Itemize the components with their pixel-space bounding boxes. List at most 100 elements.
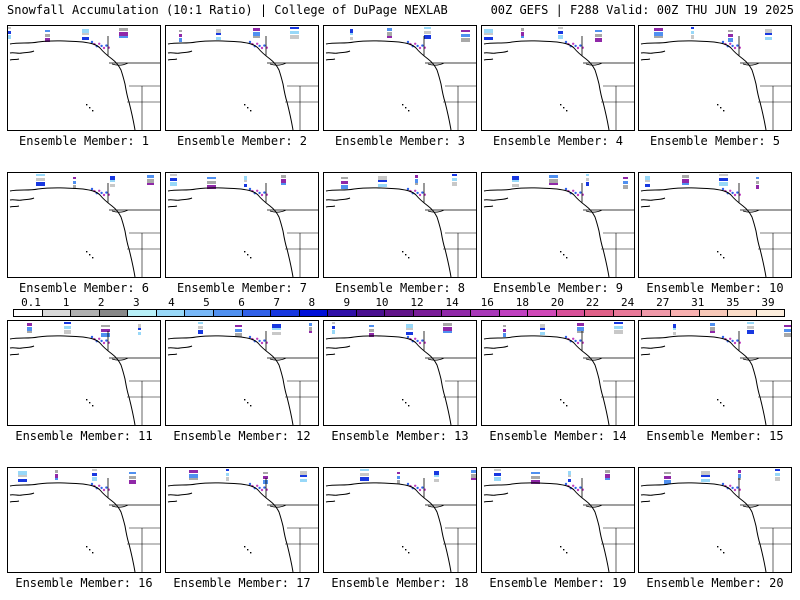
hawaii-island [89,107,91,109]
snow-shading [461,34,470,37]
map-outline [423,478,476,508]
snow-shading [263,339,266,342]
map-outline [285,527,318,572]
snow-shading [558,27,563,29]
snow-shading [90,187,94,191]
snow-shading [568,475,571,477]
map-outline [483,40,610,130]
hawaii-island [723,257,725,259]
ensemble-panel [638,320,792,426]
map-outline [758,380,791,425]
snow-shading [494,473,501,476]
map-outline [9,345,35,356]
snow-shading [216,29,221,33]
snow-shading [64,330,71,334]
hawaii-island [566,405,568,407]
snow-shading [736,44,739,47]
snow-shading [673,328,676,330]
snow-shading [572,337,575,340]
map-outline [107,478,160,508]
snow-shading [101,325,110,327]
map-outline [758,232,791,277]
snow-shading [258,44,261,48]
snow-shading [574,486,577,490]
colorbar-tick: 22 [585,296,600,309]
hawaii-island [92,405,94,407]
snow-shading [572,189,575,192]
snow-shading [102,193,106,197]
map-outline [483,345,509,356]
colorbar-tick: 18 [515,296,529,309]
snow-shading [45,30,50,32]
snow-shading [784,329,791,332]
snow-shading [494,469,501,471]
snow-shading [170,174,177,176]
snow-shading [775,469,780,471]
snow-shading [701,471,710,475]
snow-shading [654,28,663,31]
snow-shading [471,470,476,473]
hawaii-island [402,546,404,548]
map-outline [9,187,136,277]
map-outline [167,187,294,277]
snow-shading [378,184,387,187]
hawaii-island [250,257,252,259]
snow-shading [512,184,519,187]
snow-shading [129,480,136,484]
ensemble-member-label: Ensemble Member: 8 [334,281,466,295]
snow-shading [691,35,694,39]
snow-shading [682,175,689,178]
colorbar-swatch [42,310,72,316]
snow-shading [623,181,628,184]
snow-shading [101,333,110,337]
snow-shading [673,324,676,328]
hawaii-island [717,104,719,106]
ensemble-member-label: Ensemble Member: 1 [18,134,150,148]
snow-shading [756,185,759,189]
snow-shading [443,331,452,333]
snow-shading [733,488,737,492]
map-outline [581,331,634,361]
map-outline [325,482,452,572]
snow-shading [73,177,76,179]
ensemble-map [9,174,160,277]
ensemble-map [167,27,318,130]
snow-shading [729,337,732,340]
snow-shading [189,474,198,478]
map-outline [443,380,476,425]
map-outline [443,232,476,277]
snow-shading [263,480,268,484]
snow-shading [129,472,136,474]
snow-shading [147,175,154,178]
snow-shading [45,38,50,42]
snow-shading [568,471,571,475]
snow-shading [18,475,27,477]
ensemble-member-label: Ensemble Member: 4 [492,134,624,148]
snow-shading [300,471,307,475]
snow-shading [721,40,725,44]
map-outline [285,232,318,277]
map-outline [265,331,318,361]
snow-shading [129,476,136,479]
snow-shading [260,46,264,50]
snow-shading [110,180,115,182]
ensemble-panel [323,320,477,426]
snow-shading [290,35,299,39]
snow-shading [416,191,419,195]
snow-shading [595,38,602,42]
colorbar-swatch [670,310,700,316]
ensemble-panel [7,25,161,131]
colorbar-swatch [128,310,157,316]
snow-shading [147,183,154,185]
colorbar-tick: 24 [620,296,635,309]
map-outline [9,492,35,503]
snow-shading [452,178,457,181]
map-outline [9,50,35,61]
snow-shading [55,470,58,473]
map-outline [127,380,160,425]
snow-shading [263,191,266,194]
snow-shading [216,33,221,35]
snow-shading [189,470,198,473]
ensemble-panel [638,467,792,573]
hawaii-island [244,546,246,548]
